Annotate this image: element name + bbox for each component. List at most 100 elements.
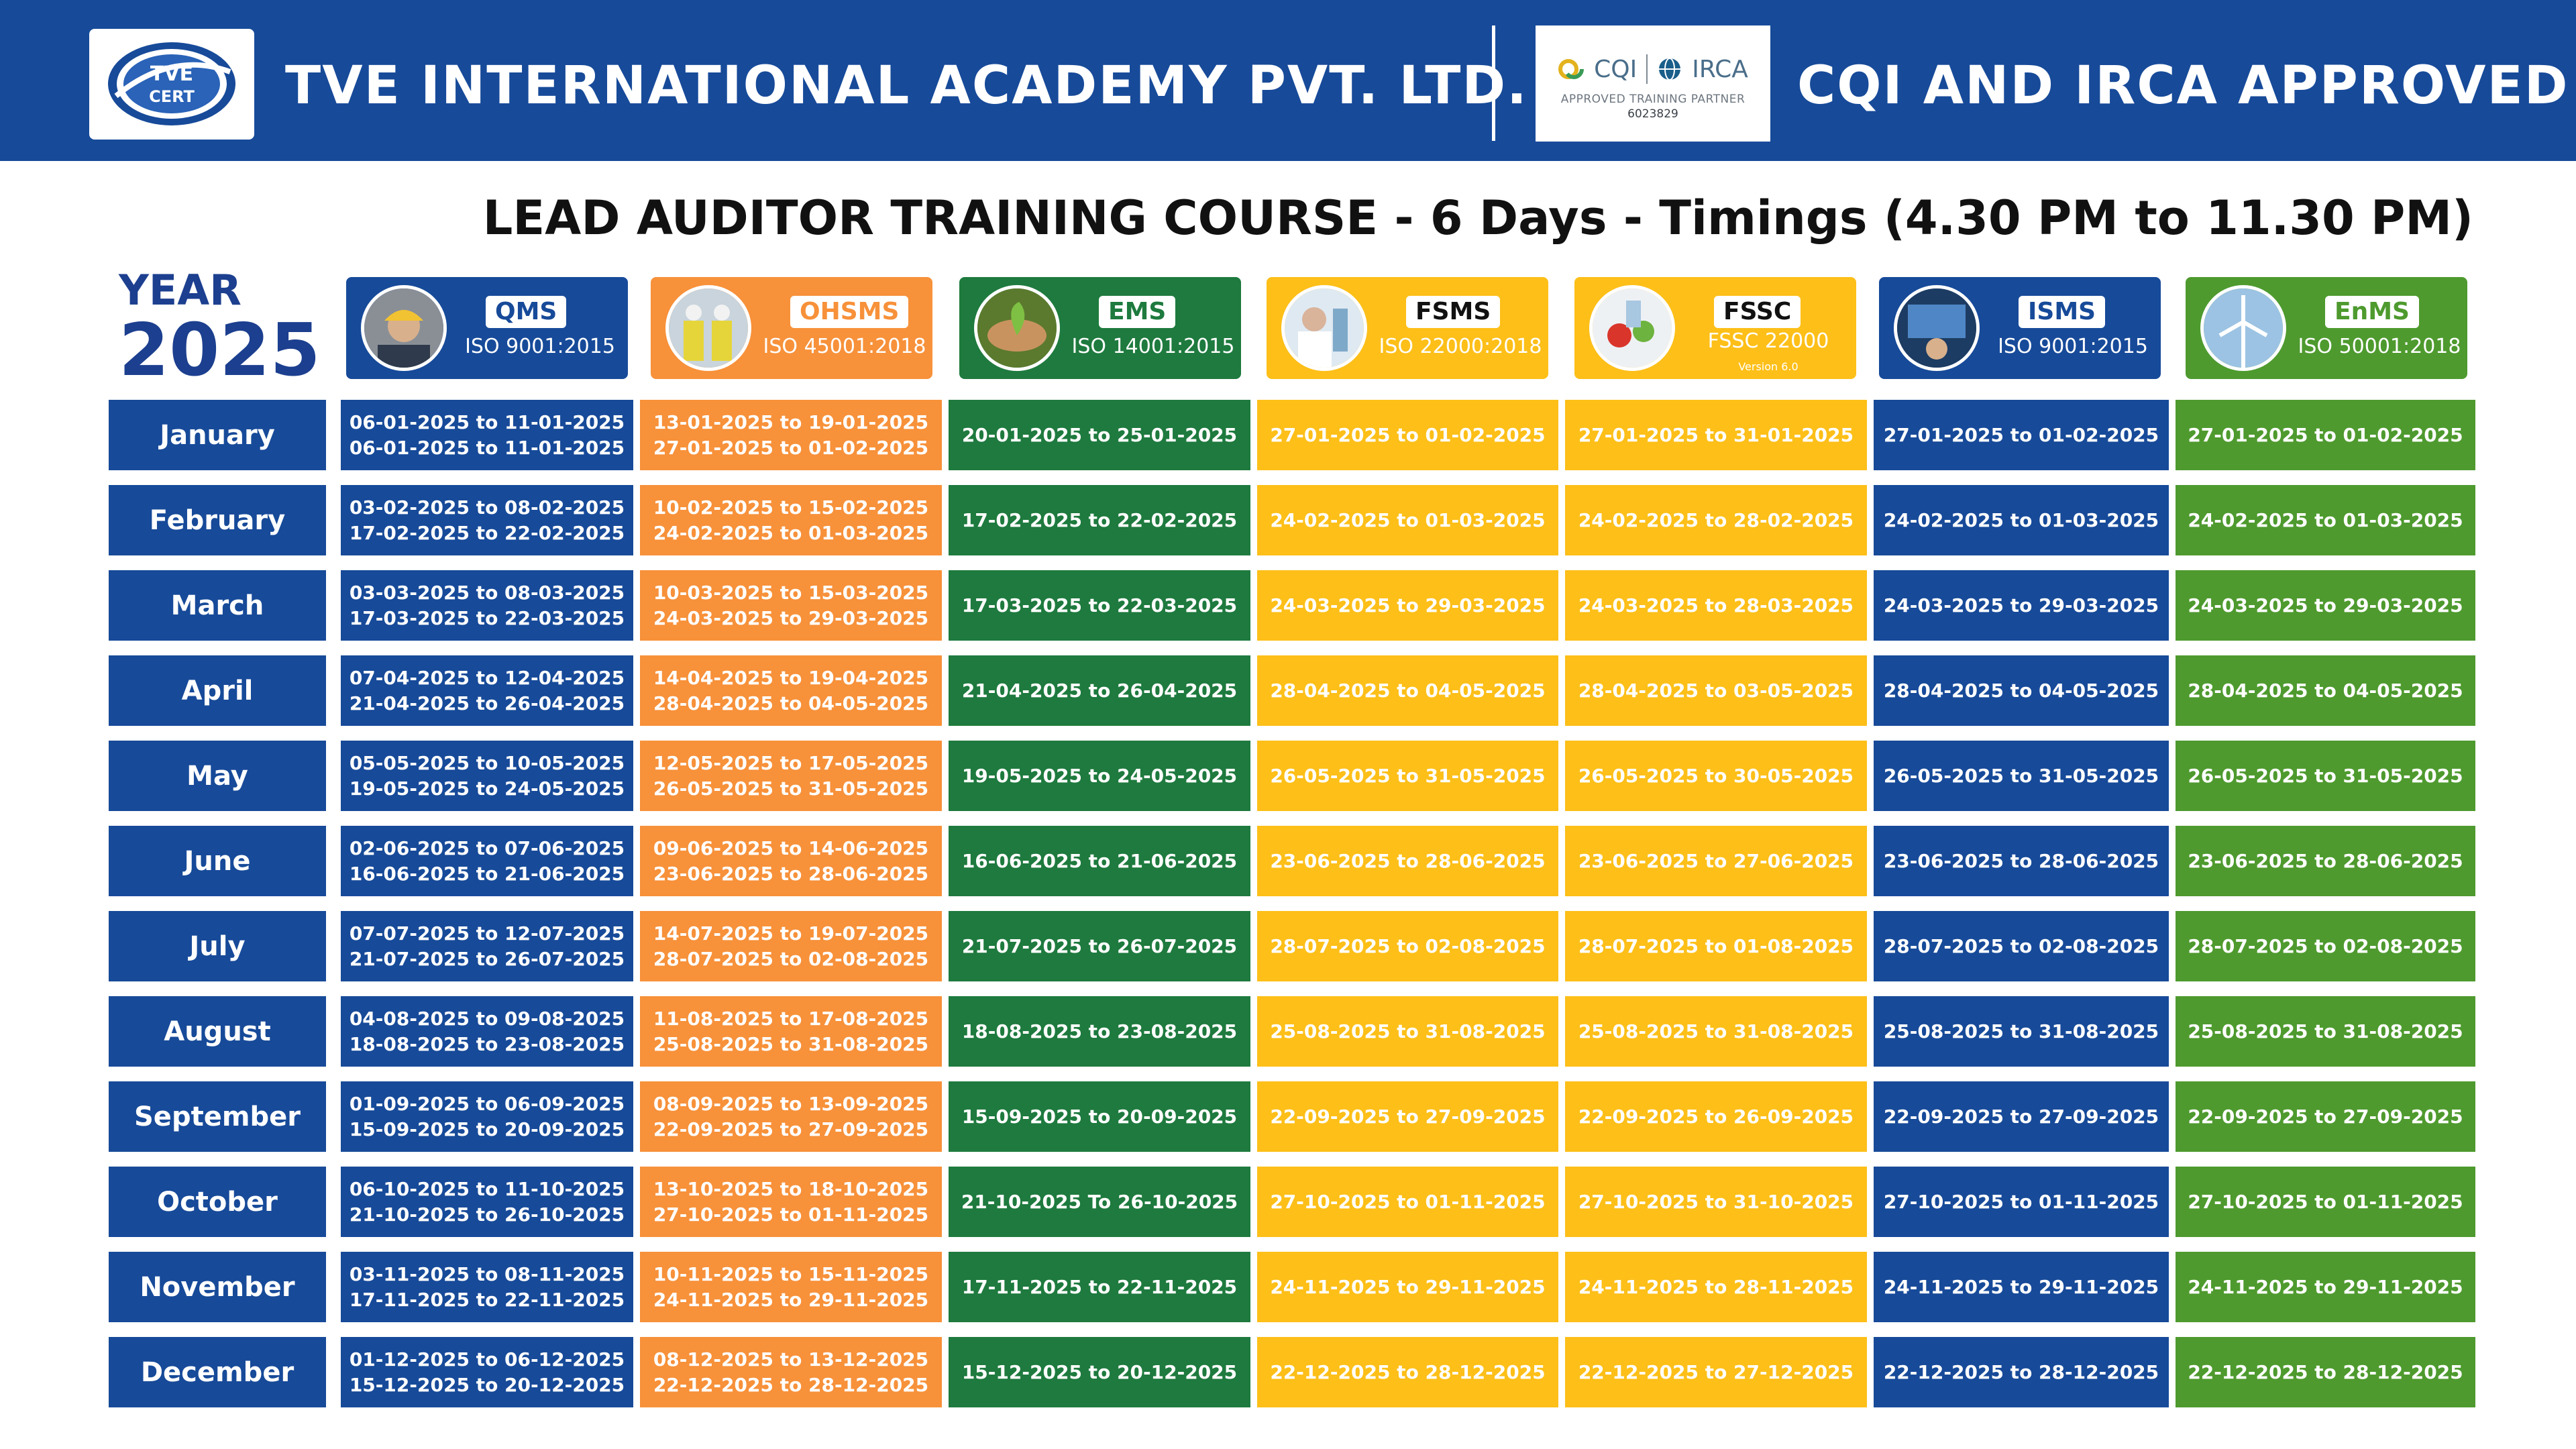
date-cell-qms: 02-06-2025 to 07-06-2025 16-06-2025 to 21…	[341, 826, 633, 896]
date-range: 17-11-2025 to 22-11-2025	[349, 1288, 625, 1311]
date-cell-qms: 04-08-2025 to 09-08-2025 18-08-2025 to 23…	[341, 996, 633, 1067]
date-cell-fsms: 28-07-2025 to 02-08-2025	[1257, 911, 1558, 981]
date-cell-fsms: 24-03-2025 to 29-03-2025	[1257, 570, 1558, 641]
date-range: 14-07-2025 to 19-07-2025	[653, 922, 929, 945]
date-cell-ems: 19-05-2025 to 24-05-2025	[949, 741, 1250, 811]
date-range: 22-12-2025 to 28-12-2025	[1270, 1360, 1546, 1383]
month-label: August	[109, 996, 326, 1067]
date-range: 28-04-2025 to 03-05-2025	[1578, 679, 1854, 702]
date-cell-enms: 27-10-2025 to 01-11-2025	[2176, 1167, 2475, 1237]
date-range: 27-01-2025 to 01-02-2025	[1883, 423, 2159, 446]
date-cell-fssc: 27-01-2025 to 31-01-2025	[1565, 400, 1867, 470]
date-cell-qms: 06-10-2025 to 11-10-2025 21-10-2025 to 26…	[341, 1167, 633, 1237]
date-cell-ohsms: 13-01-2025 to 19-01-2025 27-01-2025 to 01…	[640, 400, 942, 470]
date-range: 27-01-2025 to 01-02-2025	[1270, 423, 1546, 446]
date-cell-isms: 27-10-2025 to 01-11-2025	[1874, 1167, 2169, 1237]
date-cell-ohsms: 10-03-2025 to 15-03-2025 24-03-2025 to 29…	[640, 570, 942, 641]
date-range: 22-09-2025 to 27-09-2025	[653, 1118, 929, 1140]
date-range: 23-06-2025 to 28-06-2025	[1883, 849, 2159, 872]
date-range: 28-07-2025 to 02-08-2025	[1883, 934, 2159, 957]
security-analyst-icon	[1894, 285, 1980, 371]
date-cell-ohsms: 08-12-2025 to 13-12-2025 22-12-2025 to 28…	[640, 1337, 942, 1407]
date-cell-fssc: 26-05-2025 to 30-05-2025	[1565, 741, 1867, 811]
date-range: 03-11-2025 to 08-11-2025	[349, 1263, 625, 1285]
date-cell-qms: 03-11-2025 to 08-11-2025 17-11-2025 to 22…	[341, 1252, 633, 1322]
date-cell-fssc: 24-03-2025 to 28-03-2025	[1565, 570, 1867, 641]
month-label: May	[109, 741, 326, 811]
date-cell-isms: 23-06-2025 to 28-06-2025	[1874, 826, 2169, 896]
month-label: October	[109, 1167, 326, 1237]
month-label: June	[109, 826, 326, 896]
date-cell-ohsms: 09-06-2025 to 14-06-2025 23-06-2025 to 28…	[640, 826, 942, 896]
date-cell-fssc: 28-04-2025 to 03-05-2025	[1565, 655, 1867, 726]
date-range: 24-11-2025 to 29-11-2025	[653, 1288, 929, 1311]
date-range: 27-10-2025 to 01-11-2025	[1270, 1190, 1546, 1213]
date-range: 06-10-2025 to 11-10-2025	[349, 1177, 625, 1200]
date-range: 06-01-2025 to 11-01-2025	[349, 411, 625, 433]
date-range: 28-04-2025 to 04-05-2025	[653, 692, 929, 714]
date-range: 27-10-2025 to 31-10-2025	[1578, 1190, 1854, 1213]
course-name: OHSMS	[790, 296, 909, 328]
training-partner-label: APPROVED TRAINING PARTNER	[1560, 93, 1746, 106]
date-cell-fsms: 25-08-2025 to 31-08-2025	[1257, 996, 1558, 1067]
date-cell-isms: 24-02-2025 to 01-03-2025	[1874, 485, 2169, 555]
date-cell-ohsms: 13-10-2025 to 18-10-2025 27-10-2025 to 01…	[640, 1167, 942, 1237]
tve-cert-logo: TVE CERT	[89, 29, 254, 140]
date-range: 06-01-2025 to 11-01-2025	[349, 436, 625, 459]
course-card-qms: QMS ISO 9001:2015	[346, 277, 628, 379]
date-range: 10-02-2025 to 15-02-2025	[653, 496, 929, 519]
environment-hands-icon	[974, 285, 1060, 371]
date-cell-ems: 18-08-2025 to 23-08-2025	[949, 996, 1250, 1067]
date-cell-enms: 25-08-2025 to 31-08-2025	[2176, 996, 2475, 1067]
cqi-separator	[1646, 54, 1648, 84]
date-range: 10-11-2025 to 15-11-2025	[653, 1263, 929, 1285]
date-range: 22-09-2025 to 26-09-2025	[1578, 1105, 1854, 1128]
date-range: 25-08-2025 to 31-08-2025	[2188, 1020, 2463, 1042]
date-cell-isms: 22-09-2025 to 27-09-2025	[1874, 1081, 2169, 1152]
date-cell-enms: 26-05-2025 to 31-05-2025	[2176, 741, 2475, 811]
date-range: 21-04-2025 to 26-04-2025	[961, 679, 1238, 702]
wind-turbine-icon	[2200, 285, 2286, 371]
date-range: 17-02-2025 to 22-02-2025	[349, 521, 625, 544]
date-range: 24-11-2025 to 28-11-2025	[1578, 1275, 1854, 1298]
food-safety-icon	[1589, 285, 1675, 371]
date-range: 28-07-2025 to 02-08-2025	[2188, 934, 2463, 957]
training-partner-number: 6023829	[1627, 107, 1678, 121]
date-cell-isms: 22-12-2025 to 28-12-2025	[1874, 1337, 2169, 1407]
date-range: 24-11-2025 to 29-11-2025	[1883, 1275, 2159, 1298]
date-cell-qms: 03-02-2025 to 08-02-2025 17-02-2025 to 22…	[341, 485, 633, 555]
month-label: March	[109, 570, 326, 641]
year-label: YEAR	[119, 266, 241, 315]
date-range: 04-08-2025 to 09-08-2025	[349, 1007, 625, 1030]
date-range: 21-04-2025 to 26-04-2025	[349, 692, 625, 714]
date-range: 03-03-2025 to 08-03-2025	[349, 581, 625, 604]
date-range: 24-03-2025 to 28-03-2025	[1578, 594, 1854, 616]
course-name: FSSC	[1714, 296, 1801, 328]
date-cell-isms: 28-04-2025 to 04-05-2025	[1874, 655, 2169, 726]
cqi-irca-logos: CQI IRCA	[1552, 52, 1754, 86]
date-range: 27-01-2025 to 01-02-2025	[653, 436, 929, 459]
date-cell-fsms: 22-12-2025 to 28-12-2025	[1257, 1337, 1558, 1407]
date-range: 11-08-2025 to 17-08-2025	[653, 1007, 929, 1030]
date-range: 13-01-2025 to 19-01-2025	[653, 411, 929, 433]
date-cell-fsms: 27-01-2025 to 01-02-2025	[1257, 400, 1558, 470]
date-cell-fsms: 24-11-2025 to 29-11-2025	[1257, 1252, 1558, 1322]
date-range: 24-03-2025 to 29-03-2025	[1270, 594, 1546, 616]
date-range: 25-08-2025 to 31-08-2025	[653, 1032, 929, 1055]
company-name: TVE INTERNATIONAL ACADEMY PVT. LTD.	[285, 56, 1528, 116]
date-range: 15-09-2025 to 20-09-2025	[961, 1105, 1238, 1128]
course-card-isms: ISMS ISO 9001:2015	[1879, 277, 2161, 379]
date-cell-qms: 03-03-2025 to 08-03-2025 17-03-2025 to 22…	[341, 570, 633, 641]
date-cell-enms: 24-02-2025 to 01-03-2025	[2176, 485, 2475, 555]
course-standard: ISO 9001:2015	[465, 335, 615, 358]
date-cell-qms: 07-07-2025 to 12-07-2025 21-07-2025 to 26…	[341, 911, 633, 981]
course-card-fsms: FSMS ISO 22000:2018	[1267, 277, 1548, 379]
course-standard: ISO 45001:2018	[763, 335, 926, 358]
course-name: ISMS	[2019, 296, 2106, 328]
date-cell-enms: 24-11-2025 to 29-11-2025	[2176, 1252, 2475, 1322]
date-range: 26-05-2025 to 31-05-2025	[2188, 764, 2463, 787]
date-range: 28-07-2025 to 02-08-2025	[653, 947, 929, 970]
globe-icon	[1659, 58, 1681, 80]
date-range: 22-12-2025 to 27-12-2025	[1578, 1360, 1854, 1383]
date-cell-isms: 24-03-2025 to 29-03-2025	[1874, 570, 2169, 641]
